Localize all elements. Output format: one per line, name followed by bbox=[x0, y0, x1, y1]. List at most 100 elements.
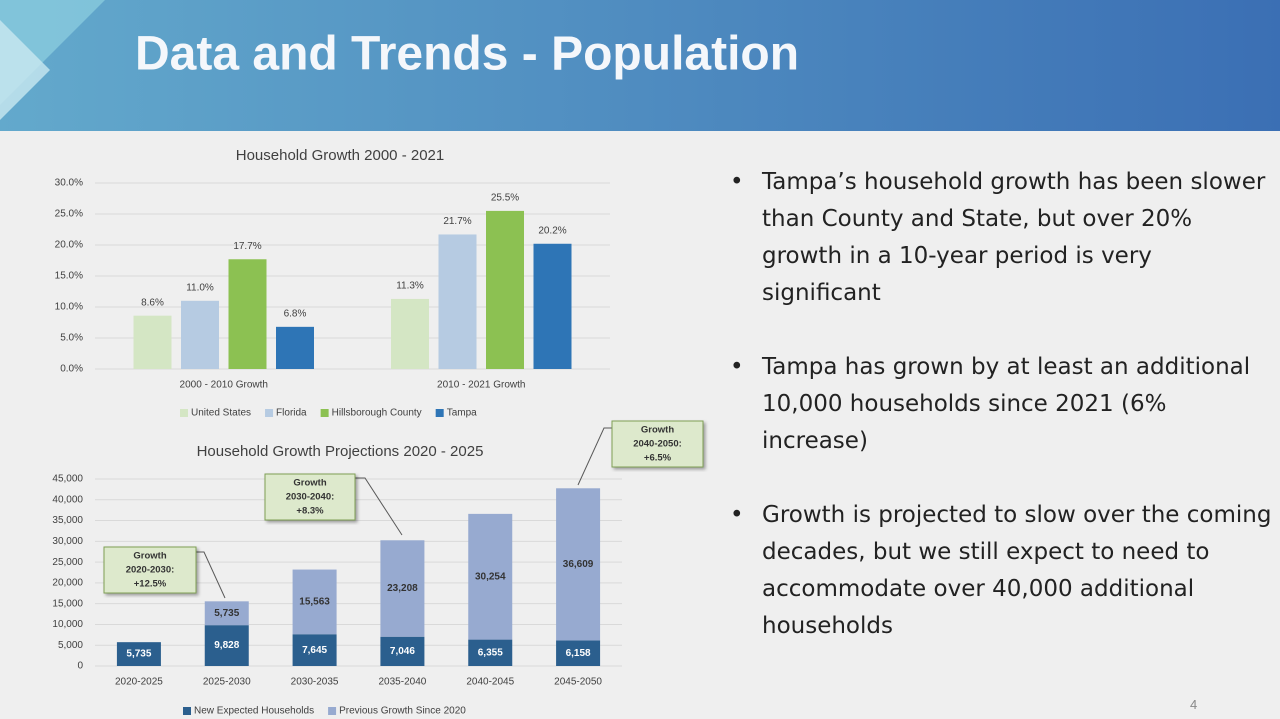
data-label: 6.8% bbox=[284, 308, 307, 319]
y-tick-label: 5,000 bbox=[58, 640, 83, 651]
x-tick-label: 2045-2050 bbox=[554, 677, 602, 688]
annotation-text: +12.5% bbox=[134, 579, 167, 590]
legend-label: Hillsborough County bbox=[332, 408, 422, 419]
data-label: 30,254 bbox=[475, 571, 506, 582]
x-tick-label: 2000 - 2010 Growth bbox=[180, 380, 268, 391]
legend-swatch bbox=[180, 409, 188, 417]
annotation-text: Growth bbox=[133, 551, 166, 562]
legend-label: Tampa bbox=[447, 408, 477, 419]
data-label: 7,645 bbox=[302, 645, 327, 656]
x-tick-label: 2025-2030 bbox=[203, 677, 251, 688]
y-tick-label: 20,000 bbox=[52, 578, 83, 589]
y-tick-label: 5.0% bbox=[60, 333, 83, 344]
data-label: 9,828 bbox=[214, 640, 239, 651]
data-label: 15,563 bbox=[299, 597, 330, 608]
bullet: Tampa’s household growth has been slower… bbox=[728, 164, 1273, 312]
bar bbox=[276, 326, 314, 369]
bar bbox=[228, 259, 267, 369]
legend-label: New Expected Households bbox=[194, 706, 314, 717]
data-label: 6,355 bbox=[478, 647, 503, 658]
y-tick-label: 40,000 bbox=[52, 494, 83, 505]
chart-title: Household Growth 2000 - 2021 bbox=[236, 147, 444, 164]
annotation-text: 2040-2050: bbox=[633, 439, 682, 450]
data-label: 5,735 bbox=[214, 608, 239, 619]
page-number: 4 bbox=[1190, 697, 1198, 712]
annotation-text: 2020-2030: bbox=[126, 565, 175, 576]
y-tick-label: 25,000 bbox=[52, 557, 83, 568]
annotation-leader bbox=[355, 477, 403, 536]
slide-title: Data and Trends - Population bbox=[135, 28, 799, 81]
chart-title: Household Growth Projections 2020 - 2025 bbox=[197, 443, 484, 460]
y-tick-label: 25.0% bbox=[55, 209, 83, 220]
legend-label: Florida bbox=[276, 408, 307, 419]
bullet: Tampa has grown by at least an additiona… bbox=[728, 349, 1273, 460]
bar bbox=[533, 243, 572, 369]
data-label: 7,046 bbox=[390, 646, 415, 657]
data-label: 8.6% bbox=[141, 297, 164, 308]
y-tick-label: 20.0% bbox=[55, 240, 83, 251]
data-label: 20.2% bbox=[538, 225, 566, 236]
bar-segment bbox=[468, 513, 513, 640]
data-label: 6,158 bbox=[566, 648, 591, 659]
bar-segment bbox=[292, 634, 337, 666]
bar-segment bbox=[380, 636, 425, 666]
data-label: 23,208 bbox=[387, 583, 418, 594]
bullet-list: Tampa’s household growth has been slower… bbox=[728, 164, 1273, 682]
data-label: 36,609 bbox=[563, 559, 594, 570]
annotation-box bbox=[103, 546, 197, 594]
x-tick-label: 2035-2040 bbox=[379, 677, 427, 688]
annotation-text: 2030-2040: bbox=[286, 492, 335, 503]
annotation-text: +8.3% bbox=[296, 506, 324, 517]
legend-label: Previous Growth Since 2020 bbox=[339, 706, 466, 717]
annotation-text: Growth bbox=[293, 478, 326, 489]
x-tick-label: 2010 - 2021 Growth bbox=[437, 380, 525, 391]
bar bbox=[391, 298, 429, 369]
y-tick-label: 15,000 bbox=[52, 598, 83, 609]
annotation-leader bbox=[196, 551, 226, 599]
bar bbox=[486, 210, 524, 369]
annotation-text: +6.5% bbox=[644, 453, 672, 464]
data-label: 25.5% bbox=[491, 193, 519, 204]
legend-swatch bbox=[320, 409, 329, 417]
annotation-leader bbox=[577, 427, 612, 486]
y-tick-label: 10.0% bbox=[55, 302, 83, 313]
y-tick-label: 45,000 bbox=[52, 474, 83, 485]
annotation-text: Growth bbox=[641, 425, 674, 436]
y-tick-label: 0 bbox=[77, 661, 83, 672]
annotation-box bbox=[611, 420, 704, 468]
bar-segment bbox=[556, 640, 601, 666]
y-tick-label: 30.0% bbox=[55, 178, 83, 189]
bar-segment bbox=[380, 540, 425, 637]
legend-swatch bbox=[183, 707, 191, 715]
x-tick-label: 2020-2025 bbox=[115, 677, 163, 688]
header-decoration bbox=[0, 20, 50, 120]
legend-swatch bbox=[435, 409, 444, 417]
bullet: Growth is projected to slow over the com… bbox=[728, 497, 1273, 645]
bar-segment bbox=[292, 569, 337, 635]
legend-swatch bbox=[265, 409, 274, 417]
data-label: 11.0% bbox=[186, 282, 214, 293]
bar bbox=[133, 315, 172, 369]
bar-segment bbox=[116, 642, 161, 666]
legend-label: United States bbox=[191, 408, 251, 419]
y-tick-label: 15.0% bbox=[55, 271, 83, 282]
data-label: 5,735 bbox=[126, 649, 151, 660]
x-tick-label: 2030-2035 bbox=[291, 677, 339, 688]
y-tick-label: 30,000 bbox=[52, 536, 83, 547]
legend-swatch bbox=[328, 707, 337, 715]
header-band bbox=[0, 0, 1280, 131]
bar-segment bbox=[204, 625, 249, 666]
bar bbox=[438, 234, 477, 369]
y-tick-label: 35,000 bbox=[52, 515, 83, 526]
data-label: 17.7% bbox=[233, 241, 261, 252]
data-label: 21.7% bbox=[443, 216, 471, 227]
bar-segment bbox=[556, 488, 601, 641]
bar-segment bbox=[468, 639, 513, 666]
bar-segment bbox=[204, 601, 249, 626]
y-tick-label: 0.0% bbox=[60, 364, 83, 375]
data-label: 11.3% bbox=[396, 281, 424, 292]
annotation-box bbox=[264, 473, 356, 521]
bar bbox=[181, 300, 219, 369]
